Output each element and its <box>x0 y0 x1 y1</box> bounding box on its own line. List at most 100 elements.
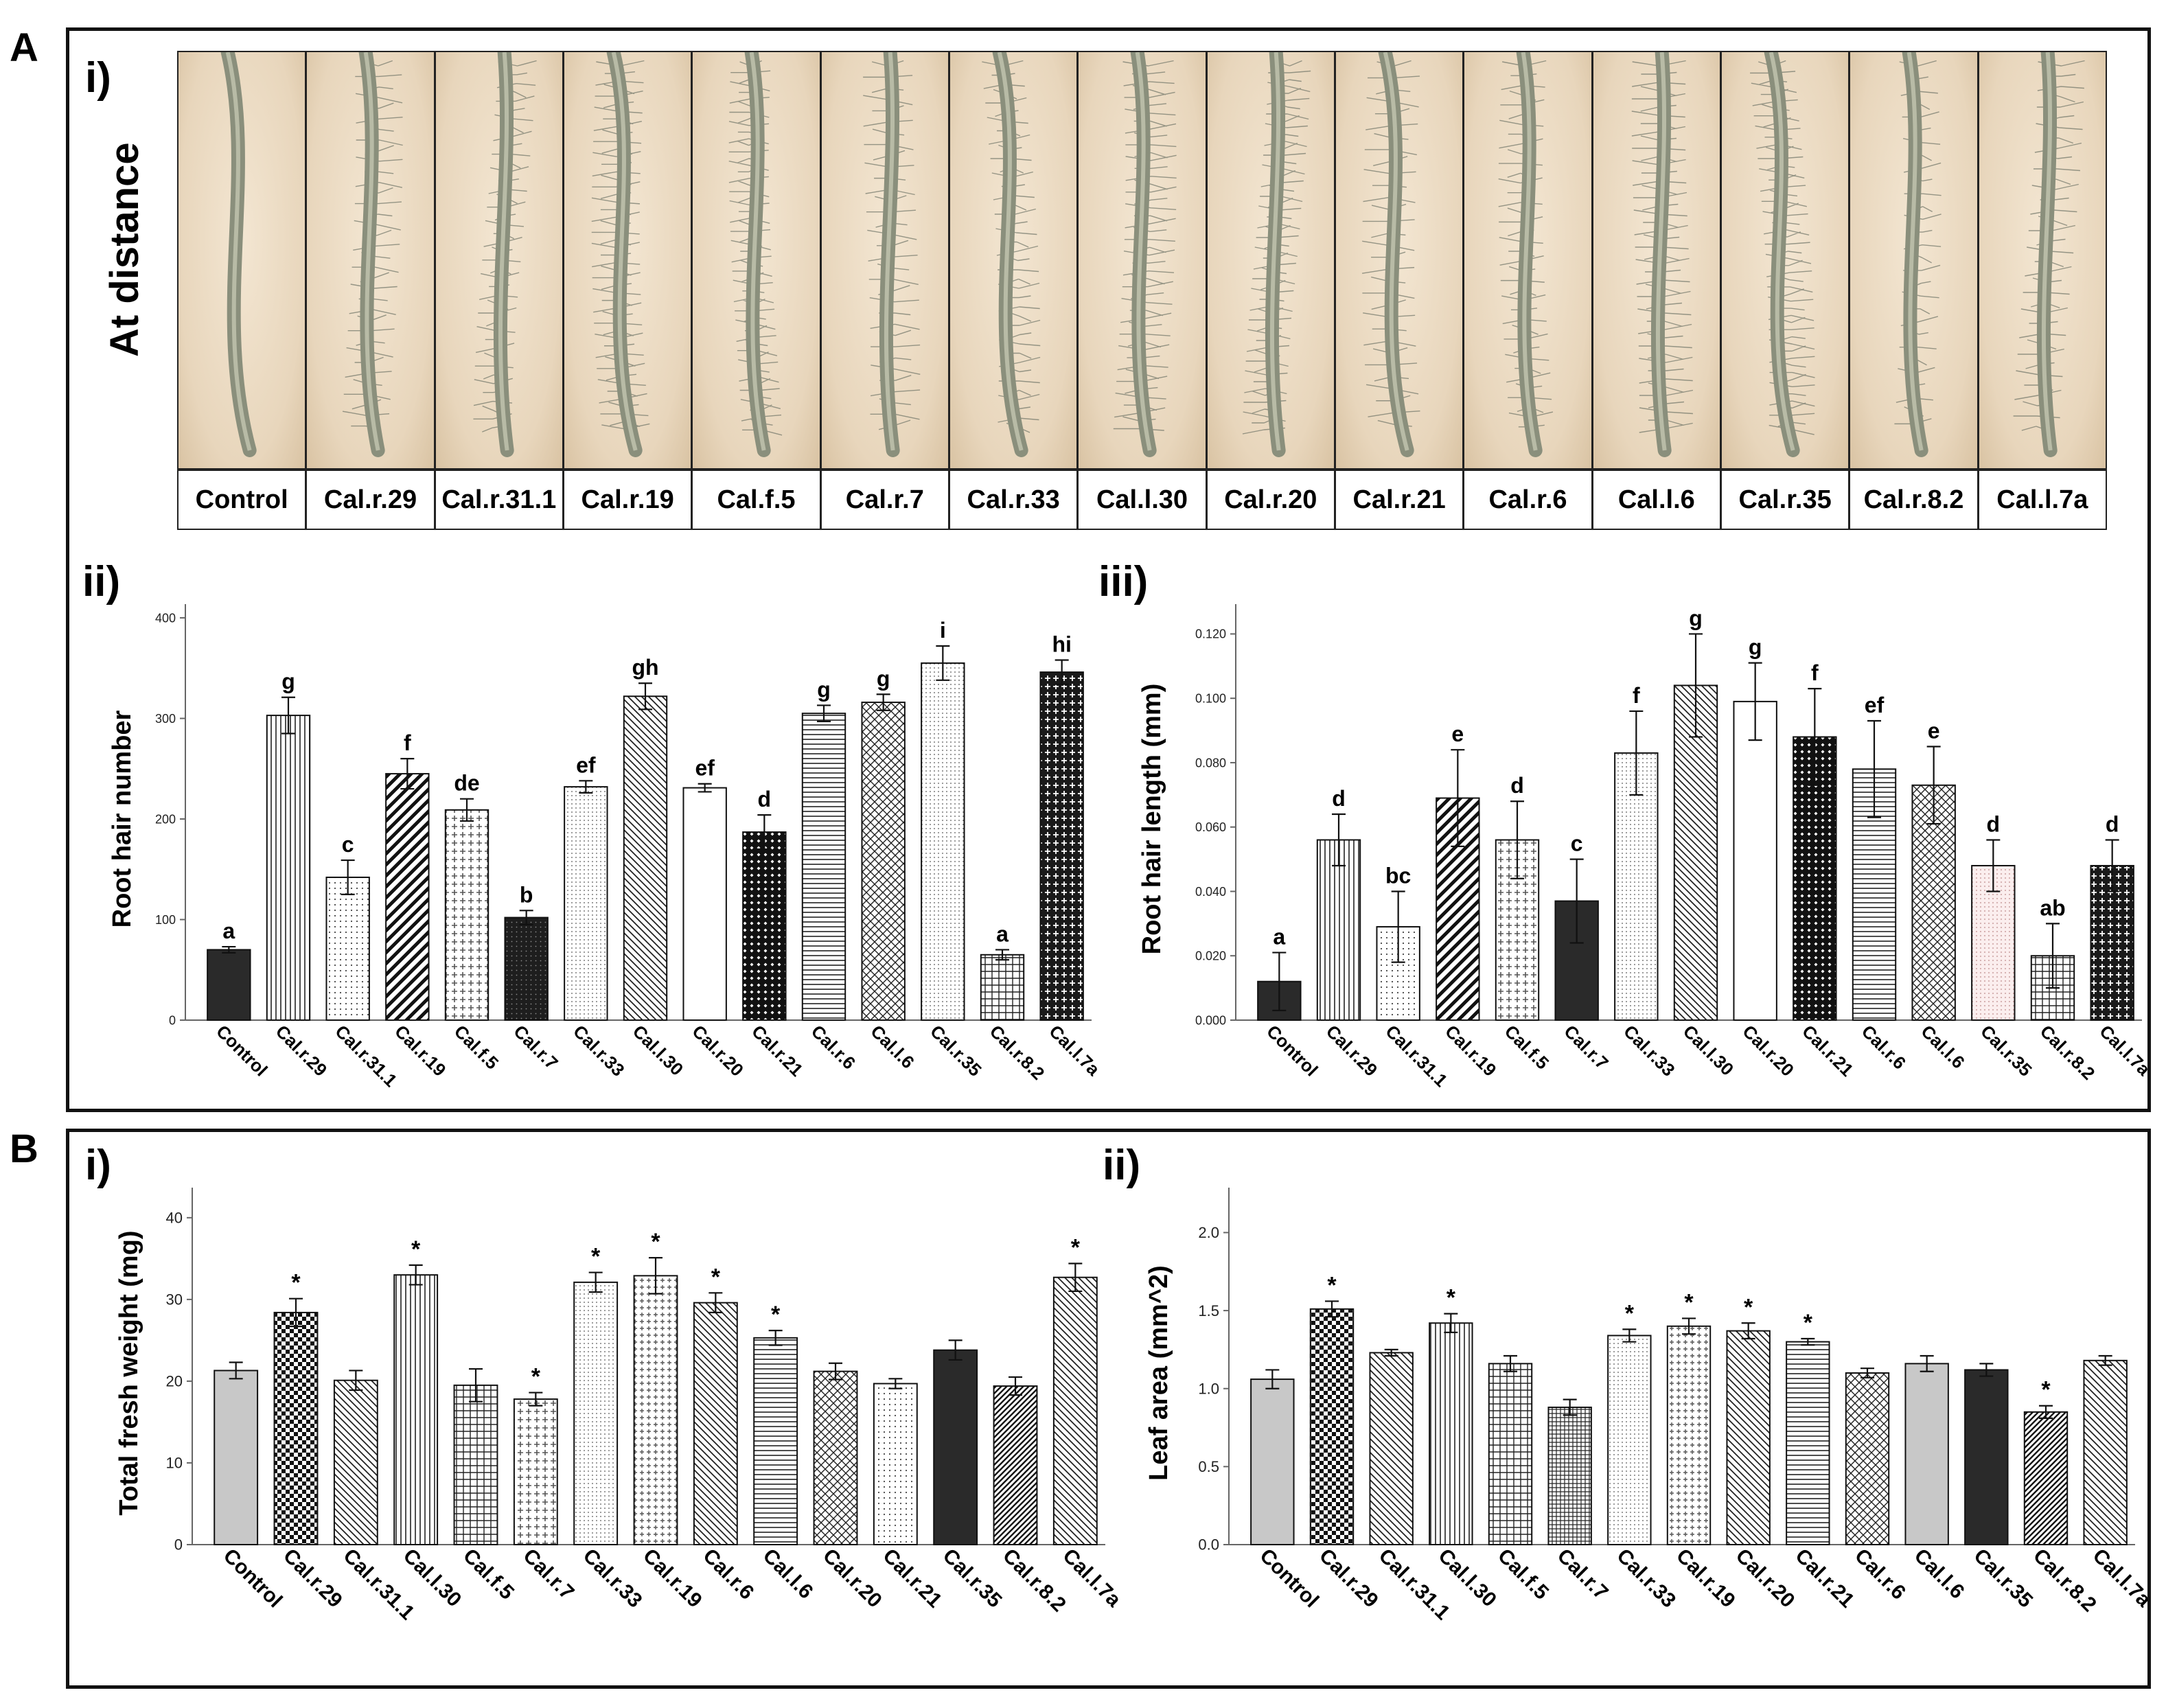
significance-label: ef <box>1865 693 1885 717</box>
root-photo <box>1720 51 1850 470</box>
error-bar <box>460 798 474 822</box>
bar <box>1488 1363 1533 1545</box>
bar <box>873 1383 918 1545</box>
category-label: Cal.r.20 <box>1731 1545 1799 1613</box>
root-photo <box>306 51 435 470</box>
root-drawing <box>1894 52 1942 457</box>
photo-label: Cal.r.31.1 <box>434 470 564 530</box>
error-bar <box>1682 1317 1696 1335</box>
error-bar <box>2098 1354 2112 1366</box>
error-bar <box>1265 1369 1280 1389</box>
y-tick-label: 0.0 <box>1198 1536 1219 1554</box>
photo-label: Control <box>177 470 307 530</box>
error-bar <box>289 1297 303 1328</box>
error-bar <box>1451 749 1465 847</box>
category-label: Cal.r.6 <box>698 1545 758 1604</box>
bar <box>1614 752 1659 1021</box>
photo-label: Cal.f.5 <box>691 470 821 530</box>
error-bar <box>529 1392 543 1407</box>
y-tick-label: 400 <box>155 611 176 625</box>
significance-label: ef <box>576 752 596 777</box>
root-drawing <box>982 52 1041 457</box>
error-bar <box>1325 1300 1339 1318</box>
significance-label: g <box>817 677 831 702</box>
bar <box>207 949 251 1022</box>
category-label: Cal.r.20 <box>688 1021 748 1081</box>
significance-label: * <box>1327 1272 1337 1298</box>
photo-label: Cal.r.21 <box>1335 470 1464 530</box>
significance-label: a <box>1273 925 1285 949</box>
y-tick-label: 20 <box>166 1373 183 1390</box>
error-bar <box>1801 1337 1815 1346</box>
category-label: Cal.r.31.1 <box>1381 1021 1451 1091</box>
category-label: Cal.f.5 <box>450 1021 503 1073</box>
category-label: Cal.r.8.2 <box>2029 1545 2101 1617</box>
panel-b-ii-label: ii) <box>1103 1142 1141 1189</box>
category-label: Control <box>1255 1545 1323 1613</box>
significance-label: g <box>1749 635 1762 660</box>
photo-label: Cal.r.20 <box>1206 470 1335 530</box>
significance-label: e <box>1928 719 1940 743</box>
y-tick-label: 0.100 <box>1195 692 1226 706</box>
error-bar <box>1510 800 1524 879</box>
root-drawing <box>473 52 537 457</box>
error-bar <box>1503 1354 1517 1372</box>
error-bar <box>888 1378 903 1389</box>
error-bar <box>1860 1367 1874 1378</box>
significance-label: ef <box>695 756 715 781</box>
error-bar <box>1332 813 1346 867</box>
y-tick-label: 0.120 <box>1195 627 1226 641</box>
error-bar <box>1068 1262 1083 1293</box>
y-axis-title: Leaf area (mm^2) <box>1144 1265 1173 1481</box>
category-label: Cal.r.35 <box>938 1545 1006 1613</box>
category-label: Control <box>1263 1021 1322 1081</box>
y-tick-label: 0.060 <box>1195 820 1226 834</box>
category-label: Cal.r.19 <box>391 1021 450 1081</box>
category-label: Control <box>219 1545 287 1613</box>
error-bar <box>1384 1348 1398 1357</box>
root-photo <box>949 51 1079 470</box>
bar <box>801 713 846 1022</box>
root-photo <box>563 51 693 470</box>
photo-label: Cal.l.7a <box>1977 470 2107 530</box>
category-label: Cal.r.29 <box>1315 1545 1383 1613</box>
category-label: Cal.r.8.2 <box>2036 1021 2099 1084</box>
panel-a-letter: A <box>10 25 38 70</box>
bar <box>993 1385 1038 1545</box>
root-core <box>611 52 638 451</box>
root-photo <box>1206 51 1335 470</box>
panel-b-frame <box>66 1129 2151 1689</box>
error-bar <box>1689 633 1703 738</box>
root-photo <box>1591 51 1721 470</box>
bar <box>1376 926 1420 1021</box>
root-photo <box>1335 51 1464 470</box>
y-tick-label: 100 <box>155 913 176 927</box>
significance-label: * <box>591 1244 601 1270</box>
category-label: Cal.r.7 <box>1553 1545 1613 1604</box>
bar <box>504 916 549 1021</box>
significance-label: i <box>940 618 946 643</box>
category-label: Cal.r.7 <box>1560 1021 1612 1073</box>
bar <box>682 787 727 1021</box>
y-tick-label: 1.0 <box>1198 1380 1219 1397</box>
category-label: Cal.r.6 <box>1858 1021 1910 1073</box>
category-label: Cal.l.6 <box>759 1545 818 1604</box>
error-bar <box>400 758 415 790</box>
root-photo-strip: Control Cal.r.29 Cal.r.31.1 Cal.r.19 Cal.f.5… <box>177 51 2107 530</box>
root-core <box>1136 52 1152 451</box>
error-bar <box>2046 923 2060 989</box>
y-tick-label: 30 <box>166 1291 183 1308</box>
panel-b-i-label: i) <box>85 1142 111 1189</box>
error-bar <box>1569 858 1584 944</box>
photo-label: Cal.l.30 <box>1077 470 1207 530</box>
root-core <box>750 52 766 451</box>
bar <box>2023 1411 2069 1545</box>
bar <box>1673 684 1718 1021</box>
y-tick-label: 10 <box>166 1455 183 1472</box>
category-label: Cal.r.21 <box>878 1545 946 1613</box>
category-label: Cal.l.6 <box>1910 1545 1969 1604</box>
bar <box>1904 1363 1949 1545</box>
root-core <box>1269 52 1281 451</box>
error-bar <box>2105 839 2119 892</box>
root-photo <box>820 51 949 470</box>
